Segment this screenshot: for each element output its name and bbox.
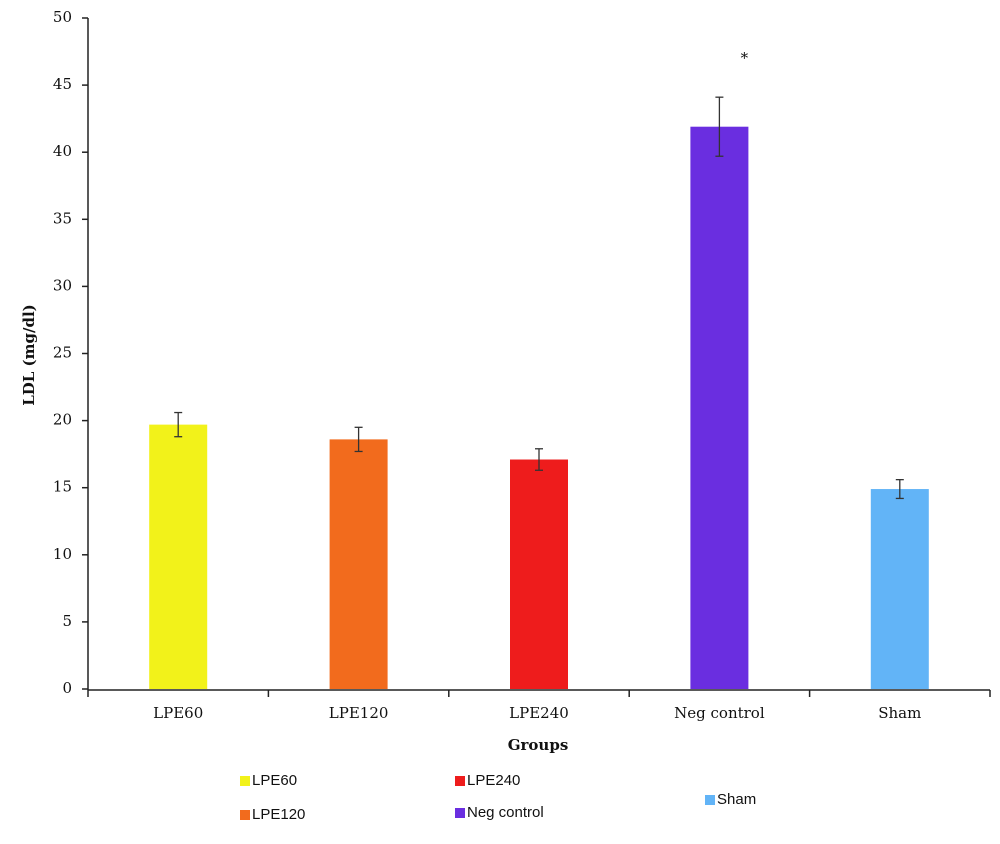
legend-label: Neg control (467, 804, 544, 821)
y-tick-label: 50 (53, 8, 72, 26)
bar (510, 459, 568, 689)
y-tick-label: 35 (53, 209, 72, 227)
legend-label: LPE60 (252, 772, 297, 789)
x-tick-label: Neg control (674, 704, 765, 722)
legend-swatch (455, 808, 465, 818)
legend-label: LPE240 (467, 772, 520, 789)
y-tick-label: 25 (53, 344, 72, 362)
error-bar (715, 96, 724, 157)
error-bar (895, 478, 904, 500)
y-tick-label: 10 (53, 545, 72, 563)
y-tick-label: 40 (53, 142, 72, 160)
legend-swatch (705, 795, 715, 805)
bar (329, 439, 388, 689)
bar (690, 126, 749, 689)
x-axis-label: Groups (508, 736, 569, 754)
x-tick-label: LPE240 (509, 704, 569, 722)
x-tick-label: LPE60 (153, 704, 203, 722)
y-axis-label: LDL (mg/dl) (20, 304, 38, 406)
bar (149, 424, 208, 689)
y-tick-label: 45 (53, 75, 72, 93)
legend-swatch (455, 776, 465, 786)
x-tick-label: Sham (878, 704, 921, 722)
y-tick-label: 5 (62, 612, 72, 630)
y-tick-label: 30 (53, 276, 72, 294)
y-tick-label: 0 (62, 679, 72, 697)
legend-swatch (240, 776, 250, 786)
error-bar (354, 426, 363, 453)
y-tick-label: 20 (53, 411, 72, 429)
error-bar (174, 411, 183, 438)
legend-label: LPE120 (252, 806, 305, 823)
legend-label: Sham (717, 791, 756, 808)
y-tick-label: 15 (53, 478, 72, 496)
x-tick-label: LPE120 (329, 704, 389, 722)
legend-swatch (240, 810, 250, 820)
error-bar (535, 448, 543, 471)
bar (870, 489, 929, 689)
annotation: * (741, 49, 749, 67)
